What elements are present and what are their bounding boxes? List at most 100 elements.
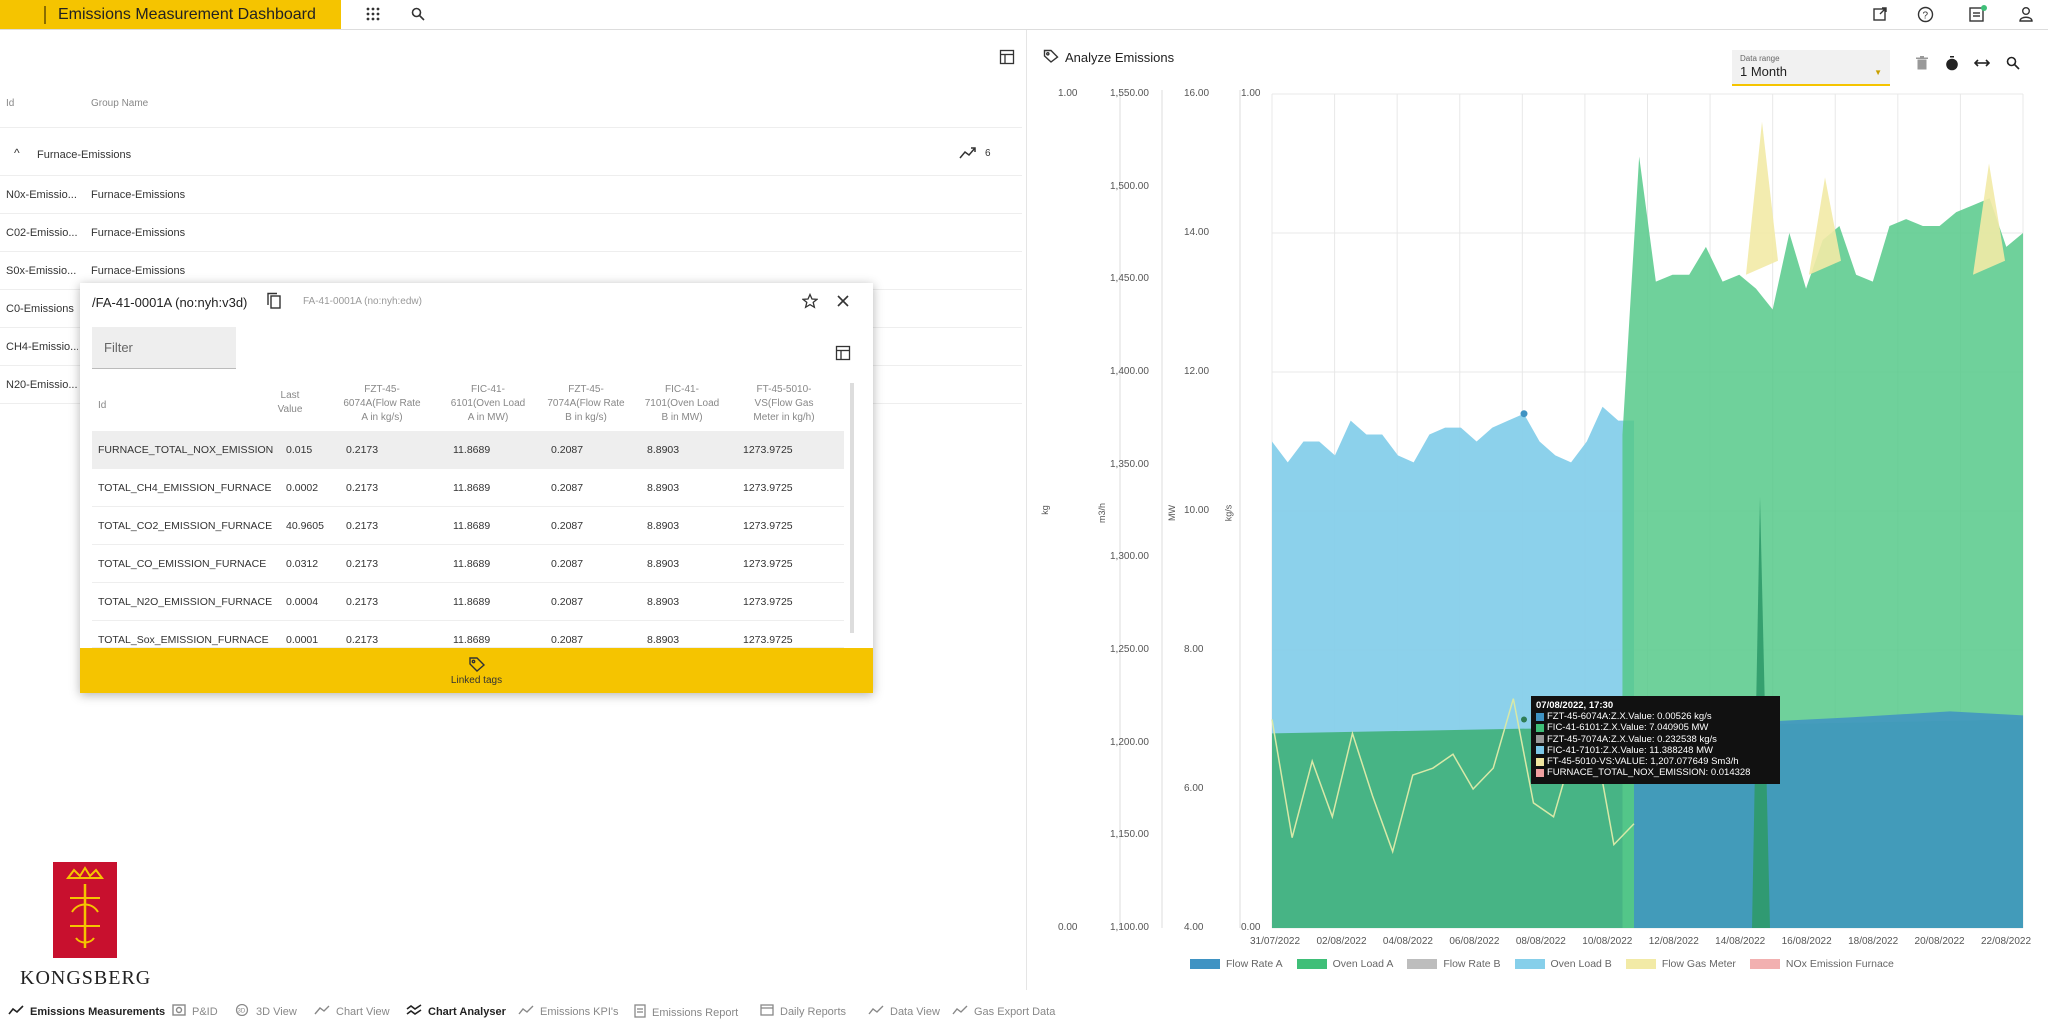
copy-icon[interactable] [266,292,282,315]
cell: 0.0004 [286,596,319,608]
tooltip-line: FURNACE_TOTAL_NOX_EMISSION: 0.014328 [1536,767,1775,778]
y-axis-tick: 0.00 [1241,922,1261,933]
kpi-icon [518,1004,534,1019]
tag-icon [468,656,486,675]
cell: 0.2087 [551,482,584,494]
row-id: CH4-Emissio... [6,341,78,353]
column-header[interactable]: Last Value [277,390,303,415]
cell: TOTAL_CH4_EMISSION_FURNACE [98,482,272,494]
legend-item[interactable]: NOx Emission Furnace [1749,958,1894,970]
date-range-label: Data range [1740,54,1780,63]
nav-chart-view[interactable]: Chart View [314,1004,390,1019]
y-axis-tick: 1,550.00 [1110,88,1149,99]
nav-daily-reports[interactable]: Daily Reports [760,1004,846,1019]
star-icon[interactable] [801,292,819,314]
table-row[interactable]: TOTAL_CO2_EMISSION_FURNACE 40.9605 0.217… [92,507,844,545]
list-item[interactable]: N0x-Emissio... Furnace-Emissions [0,176,1022,214]
cell: 0.2173 [346,482,379,494]
cell: 0.015 [286,444,313,456]
tooltip-title: 07/08/2022, 17:30 [1536,700,1614,711]
chart-title-text: Analyze Emissions [1065,50,1175,65]
cell: 1273.9725 [743,634,793,646]
x-axis-tick: 18/08/2022 [1848,936,1899,947]
column-header-group[interactable]: Group Name [91,98,149,109]
trend-icon[interactable] [959,146,977,163]
y-axis-tick: 8.00 [1184,644,1204,655]
table-settings-icon[interactable] [835,345,851,366]
bottom-navigation: Emissions Measurements P&ID 3D 3D View C… [0,998,2048,1025]
x-axis-tick: 20/08/2022 [1914,936,1965,947]
x-axis-tick: 02/08/2022 [1316,936,1367,947]
expand-horizontal-icon[interactable] [1973,56,1991,73]
external-link-icon[interactable] [1868,2,1892,26]
nav-gas-export-data[interactable]: Gas Export Data [952,1004,1055,1019]
x-axis-tick: 04/08/2022 [1382,936,1433,947]
nav-data-view[interactable]: Data View [868,1004,940,1019]
table-settings-icon[interactable] [999,49,1015,70]
nav-chart-analyser[interactable]: Chart Analyser [406,1004,506,1019]
table-row[interactable]: TOTAL_N2O_EMISSION_FURNACE 0.0004 0.2173… [92,583,844,621]
zoom-icon[interactable] [2006,56,2020,74]
cell: 1273.9725 [743,558,793,570]
cell: 0.2087 [551,444,584,456]
date-range-value: 1 Month [1740,64,1787,79]
nav-emissions-kpis[interactable]: Emissions KPI's [518,1004,619,1019]
legend-item[interactable]: Flow Rate A [1190,958,1283,970]
hover-point [1521,716,1527,723]
date-range-select[interactable]: Data range 1 Month ▼ [1732,50,1890,86]
linked-tags-button[interactable]: Linked tags [80,648,873,693]
tooltip-swatch [1536,735,1544,744]
user-icon[interactable] [2014,2,2038,26]
column-header[interactable]: Id [98,400,107,411]
tooltip-text: FT-45-5010-VS:VALUE: 1,207.077649 Sm3/h [1547,756,1739,768]
apps-grid-icon[interactable] [361,2,385,26]
tooltip-swatch [1536,768,1544,777]
series-flow-gas-meter-peak [1809,177,1841,275]
y-axis-tick: 10.00 [1184,505,1210,516]
y-axis-tick: 1,500.00 [1110,180,1149,192]
delete-icon[interactable] [1916,56,1928,74]
table-row[interactable]: TOTAL_CO_EMISSION_FURNACE 0.0312 0.2173 … [92,545,844,583]
x-axis-tick: 31/07/2022 [1250,936,1301,947]
nav-3d-view[interactable]: 3D 3D View [234,1003,297,1019]
nav-emissions-report[interactable]: Emissions Report [634,1004,738,1021]
table-row[interactable]: TOTAL_Sox_EMISSION_FURNACE 0.0001 0.2173… [92,621,844,648]
cell: 11.8689 [453,444,491,456]
y-axis-tick: 4.00 [1184,922,1204,933]
3d-icon: 3D [234,1003,250,1019]
y-axis-tick: 1,250.00 [1110,644,1149,655]
legend-item[interactable]: Flow Gas Meter [1625,958,1736,970]
row-id: C02-Emissio... [6,227,78,239]
popup-title: /FA-41-0001A (no:nyh:v3d) [92,295,248,310]
legend-item[interactable]: Oven Load B [1514,958,1612,970]
cell: 11.8689 [453,634,491,646]
list-item[interactable]: C02-Emissio... Furnace-Emissions [0,214,1022,252]
column-header[interactable]: FIC-41-7101(Oven Load B in MW) [644,384,720,423]
help-icon[interactable]: ? [1913,2,1937,26]
nav-emissions-measurements[interactable]: Emissions Measurements [8,1004,165,1019]
filter-input[interactable]: Filter [92,327,236,369]
column-header[interactable]: FZT-45-7074A(Flow Rate B in kg/s) [547,384,625,423]
scrollbar[interactable] [850,383,854,633]
close-icon[interactable] [836,294,850,313]
table-row[interactable]: TOTAL_CH4_EMISSION_FURNACE 0.0002 0.2173… [92,469,844,507]
pid-icon [172,1004,186,1019]
tooltip-text: FZT-45-7074A:Z.X.Value: 0.232538 kg/s [1547,733,1717,745]
nav-label: Daily Reports [780,1005,847,1018]
tooltip-swatch [1536,757,1544,766]
nav-pid[interactable]: P&ID [172,1004,218,1019]
search-icon[interactable] [406,2,430,26]
notifications-icon[interactable] [1966,2,1990,26]
column-header-id[interactable]: Id [6,98,15,109]
column-header[interactable]: FIC-41-6101(Oven Load A in MW) [450,384,526,423]
collapse-chevron-icon[interactable]: ^ [14,146,20,160]
legend-item[interactable]: Flow Rate B [1407,958,1501,970]
table-row[interactable]: FURNACE_TOTAL_NOX_EMISSION 0.015 0.2173 … [92,431,844,469]
timer-icon[interactable] [1945,56,1959,75]
legend-item[interactable]: Oven Load A [1296,958,1393,970]
nav-label: 3D View [256,1005,297,1018]
column-header[interactable]: FZT-45-6074A(Flow Rate A in kg/s) [343,384,421,423]
group-row[interactable]: ^ Furnace-Emissions 6 [0,136,1022,176]
column-header[interactable]: FT-45-5010-VS(Flow Gas Meter in kg/h) [753,384,815,423]
